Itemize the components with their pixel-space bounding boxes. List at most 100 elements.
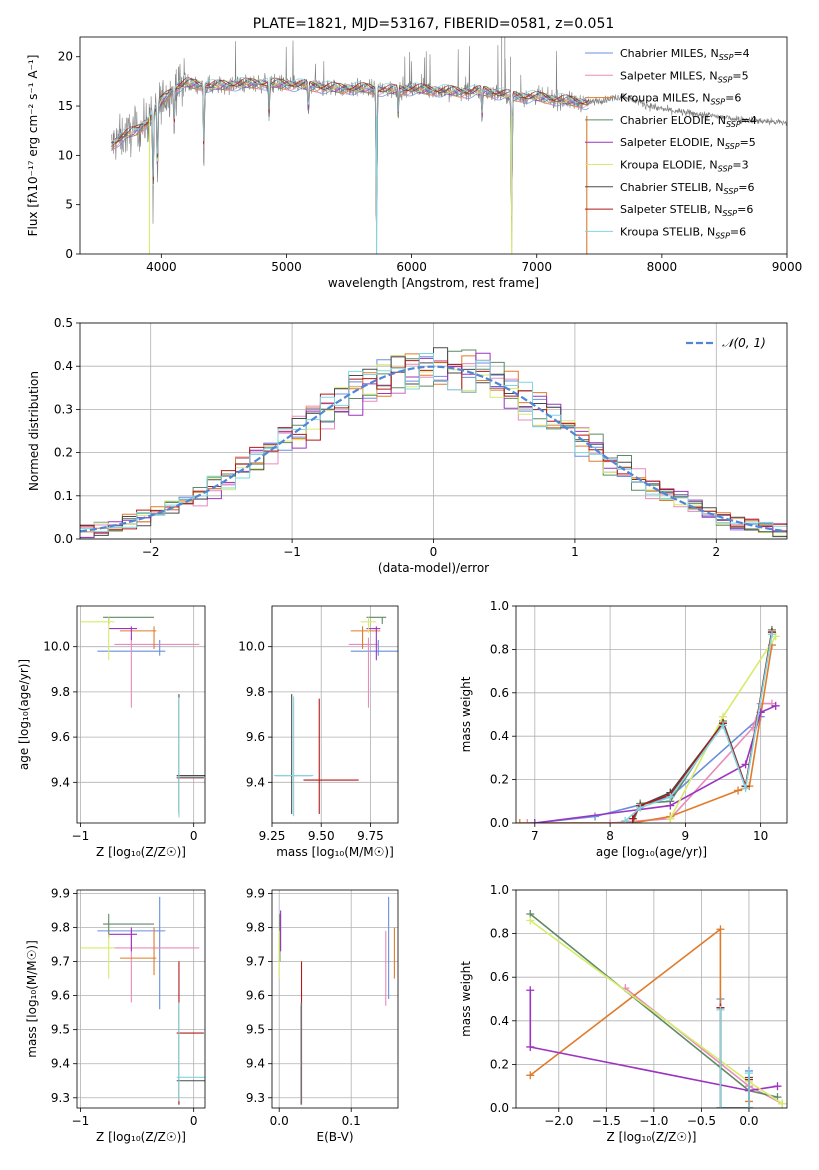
weight-marker bbox=[773, 1082, 782, 1091]
weight-line-kroupa_stelib bbox=[719, 1009, 750, 1108]
legend-label: Chabrier ELODIE, NSSP=4 bbox=[620, 114, 757, 129]
errorbar-point-salpeter_miles bbox=[114, 930, 200, 1003]
x-tick-label: 7 bbox=[531, 829, 539, 843]
errorbar-point-salpeter_stelib bbox=[176, 961, 204, 1105]
y-tick-label: 9.8 bbox=[51, 920, 70, 934]
x-tick-label: 0 bbox=[430, 545, 438, 559]
errorbar-point-kroupa_elodie bbox=[80, 934, 115, 979]
histogram-chabrier_elodie bbox=[80, 349, 787, 539]
weight-marker bbox=[741, 760, 750, 769]
plot-area-spectrum bbox=[110, 37, 787, 254]
legend-label: Chabrier STELIB, NSSP=6 bbox=[620, 181, 754, 196]
y-tick-label: 0.2 bbox=[490, 773, 509, 787]
weight-line-salpeter_stelib bbox=[719, 1007, 750, 1108]
model-spectrum-kroupa_miles bbox=[110, 81, 589, 221]
legend-label: Salpeter ELODIE, NSSP=5 bbox=[620, 136, 756, 151]
y-tick-label: 9.3 bbox=[51, 1091, 70, 1105]
y-tick-label: 0.8 bbox=[490, 642, 509, 656]
y-tick-label: 9.6 bbox=[51, 730, 70, 744]
y-tick-label: 9.4 bbox=[51, 775, 70, 789]
weight-line-kroupa_miles bbox=[529, 927, 750, 1108]
errorbar-point-kroupa_elodie bbox=[360, 617, 377, 634]
weight-line-salpeter_miles bbox=[624, 987, 783, 1105]
weight-marker bbox=[778, 1099, 787, 1108]
x-axis-label: wavelength [Angstrom, rest frame] bbox=[328, 276, 539, 290]
plot-area-weight_vs_Z bbox=[526, 909, 787, 1108]
y-tick-label: 1.0 bbox=[490, 883, 509, 897]
y-tick-label: 9.8 bbox=[51, 685, 70, 699]
x-tick-label: 0 bbox=[190, 1114, 198, 1128]
y-tick-label: 9.7 bbox=[246, 955, 265, 969]
x-tick-label: 7000 bbox=[521, 260, 552, 274]
y-tick-label: 0.6 bbox=[490, 686, 509, 700]
x-tick-label: 0 bbox=[190, 829, 198, 843]
plot-area-age_vs_mass bbox=[273, 616, 398, 817]
x-axis-label: Z [log₁₀(Z/Z☉)] bbox=[96, 845, 186, 859]
x-tick-label: 0.0 bbox=[270, 1114, 289, 1128]
legend-label: Salpeter MILES, NSSP=5 bbox=[620, 69, 749, 84]
x-tick-label: 0.1 bbox=[342, 1114, 361, 1128]
errorbar-point-kroupa_miles bbox=[120, 626, 157, 649]
weight-marker bbox=[526, 1042, 535, 1051]
axes-frame-spectrum bbox=[79, 36, 788, 255]
panel-mass_vs_Z: −1 0 9.3 9.4 9.5 9.6 9.7 9.8 9.9 Z [log₁₀(Z/Z☉)] m… bbox=[25, 886, 206, 1144]
x-tick-label: 5000 bbox=[271, 260, 302, 274]
x-axis-label: (data-model)/error bbox=[378, 561, 489, 575]
y-tick-label: 5 bbox=[65, 198, 73, 212]
weight-marker bbox=[621, 816, 630, 823]
errorbar-point-chabrier_stelib bbox=[176, 1002, 205, 1105]
y-tick-label: 9.8 bbox=[246, 920, 265, 934]
legend-label: Kroupa ELODIE, NSSP=3 bbox=[620, 159, 749, 174]
x-axis-label: mass [log₁₀(M/M☉)] bbox=[276, 845, 394, 859]
weight-marker bbox=[636, 803, 645, 812]
weight-marker bbox=[719, 721, 728, 730]
weight-marker bbox=[716, 1005, 725, 1014]
errorbar-point-salpeter_stelib bbox=[303, 698, 359, 814]
y-tick-label: 0.0 bbox=[490, 1101, 509, 1115]
panel-weight_vs_age: 7 8 9 10 0.0 0.2 0.4 0.6 0.8 1.0 age [log₁₀(age/yr… bbox=[459, 599, 788, 859]
axes-frame-mass_vs_ebv bbox=[271, 889, 399, 1109]
y-axis-label: age [log₁₀(age/yr)] bbox=[17, 659, 31, 770]
plot-area-mass_vs_ebv bbox=[278, 896, 395, 1105]
x-tick-label: 10 bbox=[753, 829, 768, 843]
errorbar-point-salpeter_elodie bbox=[108, 626, 138, 640]
panel-age_vs_mass: 9.25 9.50 9.75 9.4 9.6 9.8 10.0 mass [log₁₀(M/M… bbox=[238, 605, 399, 859]
weight-marker bbox=[526, 1071, 535, 1080]
weight-line-kroupa_stelib bbox=[624, 634, 773, 822]
plot-area-residuals bbox=[80, 347, 787, 539]
y-tick-label: 0.2 bbox=[54, 446, 73, 460]
weight-marker bbox=[606, 819, 615, 823]
weight-marker bbox=[526, 916, 535, 925]
weight-marker bbox=[744, 1069, 753, 1078]
chart-title: PLATE=1821, MJD=53167, FIBERID=0581, z=0… bbox=[253, 16, 615, 32]
model-spectrum-salpeter_elodie bbox=[110, 79, 589, 220]
weight-marker bbox=[741, 784, 750, 793]
x-tick-label: 8 bbox=[606, 829, 614, 843]
errorbar-point-salpeter_miles bbox=[348, 637, 379, 708]
y-tick-label: 0.6 bbox=[490, 970, 509, 984]
y-tick-label: 9.4 bbox=[246, 775, 265, 789]
errorbar-point-salpeter_miles bbox=[114, 637, 200, 708]
y-tick-label: 15 bbox=[58, 99, 73, 113]
x-axis-label: E(B-V) bbox=[316, 1130, 353, 1144]
x-tick-label: 9000 bbox=[772, 260, 803, 274]
weight-line-chabrier_stelib bbox=[719, 1007, 750, 1108]
plot-area-weight_vs_age bbox=[516, 625, 780, 823]
y-tick-label: 9.9 bbox=[246, 886, 265, 900]
weight-marker bbox=[526, 986, 535, 995]
y-axis-label: Normed distribution bbox=[27, 371, 41, 491]
observed-spectrum bbox=[111, 40, 787, 254]
y-tick-label: 0.4 bbox=[54, 359, 73, 373]
x-tick-label: 0.0 bbox=[739, 1114, 758, 1128]
model-spectrum-salpeter_miles bbox=[111, 81, 590, 222]
y-tick-label: 9.6 bbox=[246, 730, 265, 744]
y-tick-label: 20 bbox=[58, 50, 73, 64]
legend-label: Chabrier MILES, NSSP=4 bbox=[620, 47, 750, 62]
x-tick-label: −2 bbox=[142, 545, 160, 559]
errorbar-point-kroupa_miles bbox=[350, 626, 381, 649]
errorbar-point-salpeter_stelib bbox=[176, 698, 204, 812]
y-axis-label: Flux [fλ10⁻¹⁷ erg cm⁻² s⁻¹ A⁻¹] bbox=[26, 55, 40, 237]
y-tick-label: 10.0 bbox=[43, 640, 70, 654]
y-tick-label: 0.3 bbox=[54, 402, 73, 416]
weight-line-kroupa_miles bbox=[519, 644, 773, 823]
